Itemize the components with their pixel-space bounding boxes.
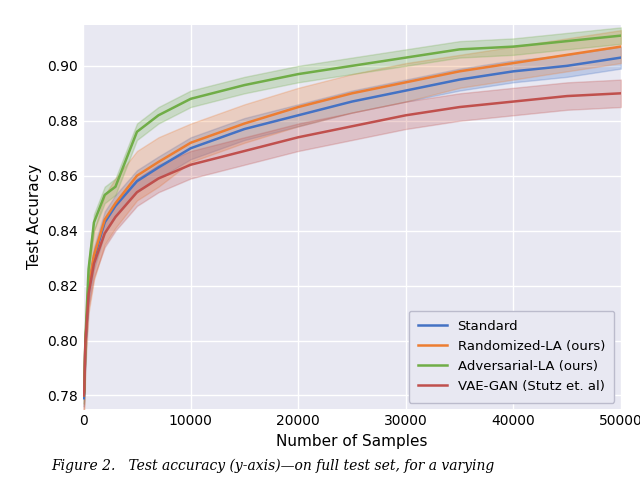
VAE-GAN (Stutz et. al) [563,93,571,99]
Randomized-LA (ours) [294,104,302,110]
VAE-GAN (Stutz et. al) [111,214,119,220]
VAE-GAN (Stutz et. al) [348,123,356,129]
Adversarial-LA (ours) [133,129,141,135]
Adversarial-LA (ours) [563,38,571,44]
Standard [402,88,410,94]
Standard [509,69,517,74]
Randomized-LA (ours) [456,69,463,74]
Line: Standard: Standard [84,58,621,398]
Standard [617,55,625,61]
VAE-GAN (Stutz et. al) [187,162,195,168]
Randomized-LA (ours) [133,173,141,178]
VAE-GAN (Stutz et. al) [81,340,89,346]
VAE-GAN (Stutz et. al) [84,291,92,297]
Adversarial-LA (ours) [509,44,517,50]
Adversarial-LA (ours) [348,63,356,69]
VAE-GAN (Stutz et. al) [294,134,302,140]
Adversarial-LA (ours) [294,71,302,77]
Randomized-LA (ours) [155,159,163,165]
VAE-GAN (Stutz et. al) [617,90,625,96]
Randomized-LA (ours) [241,121,248,127]
Randomized-LA (ours) [111,200,119,206]
Adversarial-LA (ours) [456,46,463,52]
Standard [81,390,88,396]
Randomized-LA (ours) [402,79,410,85]
Adversarial-LA (ours) [90,219,98,225]
VAE-GAN (Stutz et. al) [509,99,517,105]
Standard [294,112,302,118]
Randomized-LA (ours) [509,60,517,66]
Adversarial-LA (ours) [402,55,410,61]
Standard [563,63,571,69]
Adversarial-LA (ours) [155,112,163,118]
X-axis label: Number of Samples: Number of Samples [276,434,428,449]
Standard [101,219,109,225]
VAE-GAN (Stutz et. al) [81,387,88,393]
Standard [348,99,356,105]
VAE-GAN (Stutz et. al) [90,261,98,267]
VAE-GAN (Stutz et. al) [402,112,410,118]
VAE-GAN (Stutz et. al) [155,176,163,181]
Standard [84,288,92,294]
Adversarial-LA (ours) [81,387,88,393]
Standard [187,145,195,151]
Adversarial-LA (ours) [617,33,625,38]
Line: Randomized-LA (ours): Randomized-LA (ours) [84,47,621,395]
Randomized-LA (ours) [80,392,88,398]
Randomized-LA (ours) [348,90,356,96]
Legend: Standard, Randomized-LA (ours), Adversarial-LA (ours), VAE-GAN (Stutz et. al): Standard, Randomized-LA (ours), Adversar… [409,311,614,403]
Standard [241,126,248,132]
Adversarial-LA (ours) [101,192,109,198]
Adversarial-LA (ours) [187,96,195,102]
Standard [111,203,119,209]
Randomized-LA (ours) [187,140,195,146]
Text: Figure 2.   Test accuracy (y-axis)—on full test set, for a varying: Figure 2. Test accuracy (y-axis)—on full… [51,459,495,473]
VAE-GAN (Stutz et. al) [101,230,109,236]
Randomized-LA (ours) [563,52,571,58]
VAE-GAN (Stutz et. al) [456,104,463,110]
Standard [80,395,88,401]
Line: Adversarial-LA (ours): Adversarial-LA (ours) [84,35,621,395]
Adversarial-LA (ours) [80,392,88,398]
Line: VAE-GAN (Stutz et. al): VAE-GAN (Stutz et. al) [84,93,621,395]
Randomized-LA (ours) [81,340,89,346]
Adversarial-LA (ours) [111,184,119,190]
Adversarial-LA (ours) [241,82,248,88]
Randomized-LA (ours) [84,285,92,291]
Randomized-LA (ours) [101,217,109,223]
Standard [90,255,98,261]
VAE-GAN (Stutz et. al) [133,189,141,195]
Randomized-LA (ours) [81,387,88,393]
Randomized-LA (ours) [90,252,98,258]
Adversarial-LA (ours) [84,266,92,272]
VAE-GAN (Stutz et. al) [80,392,88,398]
VAE-GAN (Stutz et. al) [241,148,248,154]
Standard [133,178,141,184]
Standard [81,343,89,349]
Y-axis label: Test Accuracy: Test Accuracy [27,164,42,270]
Standard [155,165,163,171]
Adversarial-LA (ours) [81,338,89,344]
Randomized-LA (ours) [617,44,625,50]
Standard [456,76,463,82]
